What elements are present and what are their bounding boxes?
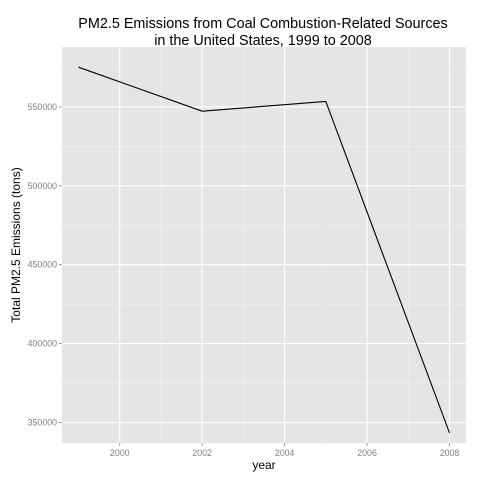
series-line (78, 66, 451, 434)
y-axis-ticks: 350000 400000 450000 500000 550000 (28, 102, 62, 427)
y-tick-label: 500000 (28, 181, 57, 191)
x-tick-label: 2006 (357, 448, 377, 458)
x-axis-ticks: 2000 2002 2004 2006 2008 (110, 443, 459, 458)
series-layer (78, 66, 451, 434)
major-gridlines (62, 47, 466, 443)
minor-gridlines (62, 47, 466, 443)
x-tick-label: 2008 (440, 448, 460, 458)
x-tick-label: 2004 (275, 448, 295, 458)
x-tick-label: 2000 (110, 448, 130, 458)
y-tick-label: 350000 (28, 417, 57, 427)
y-axis-title: Total PM2.5 Emissions (tons) (9, 167, 23, 322)
chart-title-line-1: PM2.5 Emissions from Coal Combustion-Rel… (78, 16, 448, 32)
y-tick-label: 450000 (28, 260, 57, 270)
x-axis-title: year (252, 458, 275, 472)
y-tick-label: 400000 (28, 339, 57, 349)
plot-panel (62, 47, 466, 443)
x-tick-label: 2002 (192, 448, 212, 458)
y-tick-label: 550000 (28, 102, 57, 112)
chart-title-line-2: in the United States, 1999 to 2008 (154, 33, 372, 49)
